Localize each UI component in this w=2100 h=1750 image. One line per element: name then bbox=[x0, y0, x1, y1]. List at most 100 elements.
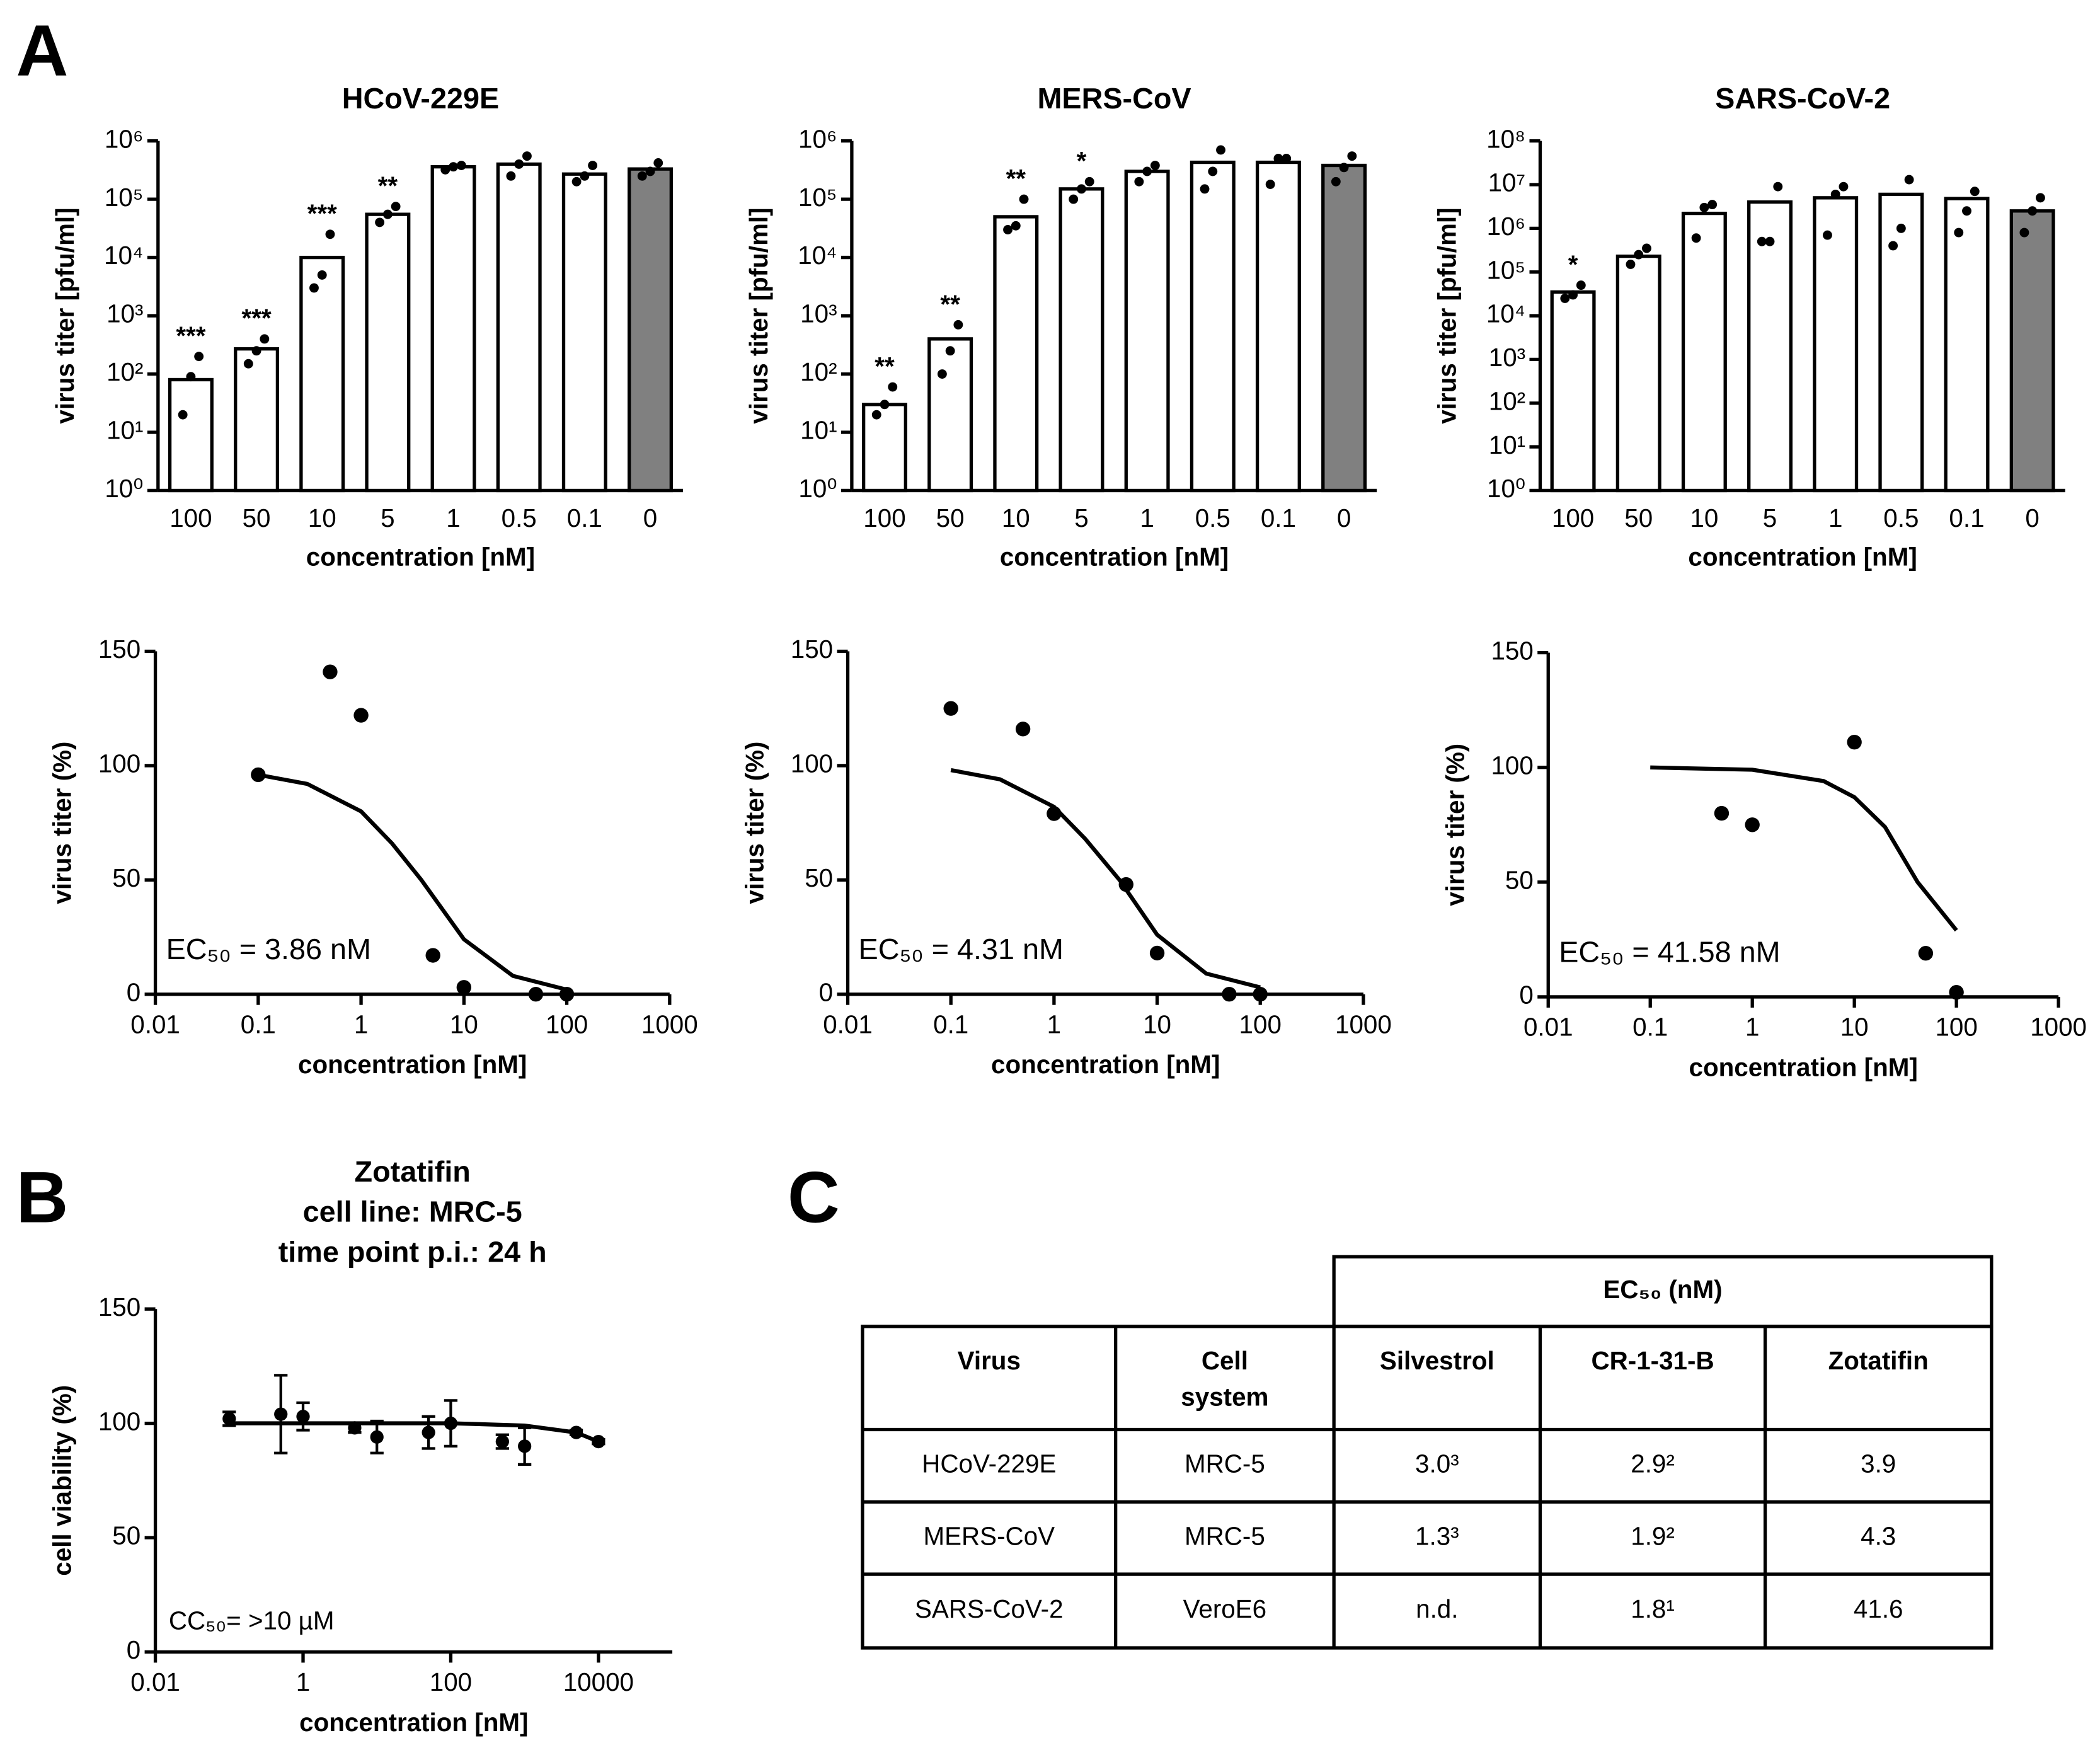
bar bbox=[430, 165, 476, 493]
x-tick-label: 0 bbox=[1337, 504, 1351, 532]
x-tick-label: 50 bbox=[243, 504, 271, 532]
x-tick-label: 0.1 bbox=[241, 1010, 276, 1039]
x-tick-label: 0.5 bbox=[1195, 504, 1231, 532]
data-point bbox=[1745, 817, 1760, 832]
significance: * bbox=[1077, 146, 1087, 175]
data-point bbox=[1077, 184, 1086, 194]
y-tick-label: 10² bbox=[800, 357, 837, 386]
data-point bbox=[317, 270, 327, 280]
data-point bbox=[1011, 221, 1021, 231]
y-tick-label: 150 bbox=[1491, 636, 1533, 665]
data-point bbox=[1576, 280, 1586, 291]
bar bbox=[1944, 197, 1990, 493]
panel-label: A bbox=[16, 11, 69, 91]
data-point bbox=[1757, 236, 1767, 246]
x-axis-label: concentration [nM] bbox=[1689, 1052, 1917, 1081]
table-group-header: EC₅₀ (nM) bbox=[1603, 1275, 1722, 1304]
data-point bbox=[1847, 734, 1862, 750]
data-point bbox=[251, 346, 261, 356]
data-point bbox=[1003, 225, 1013, 234]
significance: *** bbox=[176, 321, 205, 350]
y-tick-label: 10² bbox=[106, 357, 143, 386]
data-point bbox=[1949, 984, 1964, 1000]
data-point bbox=[571, 176, 582, 187]
data-point bbox=[449, 162, 458, 172]
data-point bbox=[1331, 176, 1341, 187]
bar bbox=[365, 212, 411, 493]
y-tick-label: 10⁵ bbox=[798, 183, 837, 212]
data-point bbox=[1282, 154, 1292, 163]
data-point bbox=[425, 948, 440, 963]
y-tick-label: 10⁸ bbox=[1486, 124, 1525, 153]
x-tick-label: 10 bbox=[308, 504, 336, 532]
chart-title: MERS-CoV bbox=[1037, 82, 1191, 115]
bar bbox=[1681, 211, 1727, 493]
y-tick-label: 10⁵ bbox=[105, 183, 144, 212]
data-point bbox=[1208, 166, 1218, 176]
y-tick-label: 10¹ bbox=[800, 416, 837, 445]
table-cell: 41.6 bbox=[1854, 1594, 1903, 1623]
x-tick-label: 100 bbox=[430, 1667, 472, 1696]
data-point bbox=[325, 229, 335, 239]
data-point bbox=[1699, 202, 1709, 212]
bar bbox=[234, 347, 280, 493]
bar bbox=[1321, 163, 1367, 493]
table-cell: 1.8¹ bbox=[1631, 1594, 1675, 1623]
data-point bbox=[569, 1425, 583, 1439]
table-cell: 3.9 bbox=[1861, 1449, 1896, 1478]
data-point bbox=[382, 209, 393, 219]
data-point bbox=[637, 171, 647, 181]
data-point bbox=[514, 159, 524, 169]
data-point bbox=[1642, 243, 1651, 253]
data-point bbox=[880, 400, 890, 410]
bar bbox=[299, 255, 345, 493]
data-point bbox=[2035, 193, 2045, 203]
x-axis-label: concentration [nM] bbox=[299, 1708, 528, 1737]
data-point bbox=[353, 708, 369, 723]
data-point bbox=[588, 161, 598, 170]
y-tick-label: 0 bbox=[819, 977, 833, 1006]
table-cell: SARS-CoV-2 bbox=[915, 1594, 1064, 1623]
y-tick-label: 10⁴ bbox=[798, 241, 837, 270]
data-point bbox=[456, 980, 472, 995]
x-tick-label: 0.01 bbox=[823, 1010, 873, 1039]
x-tick-label: 0.5 bbox=[1883, 504, 1919, 532]
table-header: Silvestrol bbox=[1380, 1346, 1495, 1375]
bar bbox=[1615, 254, 1661, 493]
table-cell: MRC-5 bbox=[1185, 1521, 1265, 1550]
bar bbox=[496, 162, 542, 493]
bar bbox=[927, 337, 973, 493]
x-tick-label: 0 bbox=[2025, 504, 2039, 532]
table-cell: 2.9² bbox=[1631, 1449, 1675, 1478]
x-tick-label: 5 bbox=[1074, 504, 1088, 532]
data-point bbox=[186, 372, 196, 382]
y-tick-label: 10² bbox=[1489, 386, 1525, 415]
bar bbox=[168, 377, 214, 493]
y-axis-label: cell viability (%) bbox=[48, 1385, 77, 1576]
data-point bbox=[522, 151, 532, 161]
data-point bbox=[1707, 200, 1718, 210]
data-point bbox=[592, 1434, 605, 1449]
table-cell: 3.0³ bbox=[1415, 1449, 1459, 1478]
significance: ** bbox=[1006, 164, 1026, 193]
x-axis-label: concentration [nM] bbox=[991, 1050, 1220, 1079]
x-tick-label: 10 bbox=[450, 1010, 478, 1039]
table-cell: 1.3³ bbox=[1415, 1521, 1459, 1550]
y-tick-label: 50 bbox=[112, 863, 141, 892]
table-cell: n.d. bbox=[1416, 1594, 1458, 1623]
x-tick-label: 0.1 bbox=[1261, 504, 1296, 532]
bar bbox=[1124, 170, 1170, 493]
x-tick-label: 10 bbox=[1840, 1013, 1869, 1042]
table-cell: VeroE6 bbox=[1183, 1594, 1266, 1623]
y-tick-label: 10⁰ bbox=[105, 474, 143, 503]
data-point bbox=[1134, 176, 1144, 187]
bar bbox=[628, 167, 673, 493]
y-tick-label: 150 bbox=[98, 635, 141, 664]
x-tick-label: 1000 bbox=[641, 1010, 698, 1039]
data-point bbox=[888, 382, 898, 392]
table-header: CR-1-31-B bbox=[1591, 1346, 1714, 1375]
x-tick-label: 0.1 bbox=[567, 504, 602, 532]
data-point bbox=[1222, 986, 1237, 1002]
